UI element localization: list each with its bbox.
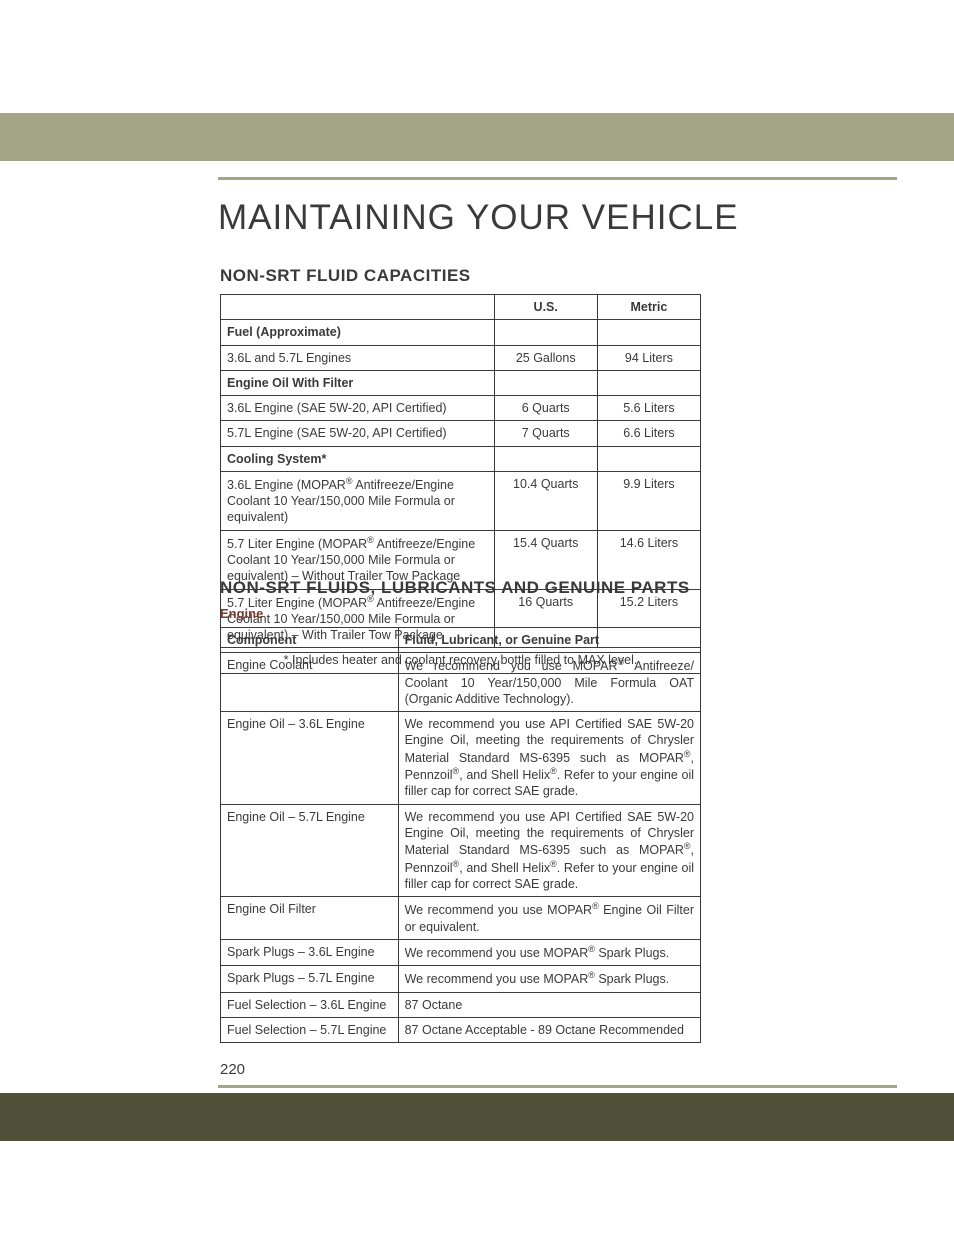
cell-empty xyxy=(494,370,597,395)
footer-color-bar xyxy=(0,1093,954,1141)
cell-part: 87 Octane Acceptable - 89 Octane Recomme… xyxy=(398,1018,700,1043)
cell-component: Spark Plugs – 3.6L Engine xyxy=(221,939,399,965)
fluids-subheading: Engine xyxy=(220,606,701,621)
row-header: Cooling System* xyxy=(221,446,495,471)
cell-metric: 94 Liters xyxy=(597,345,700,370)
table-row: Fuel Selection – 5.7L Engine87 Octane Ac… xyxy=(221,1018,701,1043)
cell-us: 6 Quarts xyxy=(494,396,597,421)
cell-empty xyxy=(597,370,700,395)
col-metric: Metric xyxy=(597,295,700,320)
header-color-bar xyxy=(0,113,954,161)
table-header-row: Component Fluid, Lubricant, or Genuine P… xyxy=(221,628,701,653)
row-header: Engine Oil With Filter xyxy=(221,370,495,395)
table-row: Engine CoolantWe recommend you use MOPAR… xyxy=(221,653,701,712)
table-row: Fuel Selection – 3.6L Engine87 Octane xyxy=(221,992,701,1017)
col-part: Fluid, Lubricant, or Genuine Part xyxy=(398,628,700,653)
table-row: Spark Plugs – 3.6L EngineWe recommend yo… xyxy=(221,939,701,965)
cell-part: We recommend you use MOPAR® Antifreeze/ … xyxy=(398,653,700,712)
col-blank xyxy=(221,295,495,320)
page-number: 220 xyxy=(220,1061,245,1078)
cell-part: We recommend you use API Certified SAE 5… xyxy=(398,712,700,805)
cell-component: Engine Oil Filter xyxy=(221,897,399,940)
cell-label: 3.6L Engine (SAE 5W-20, API Certified) xyxy=(221,396,495,421)
cell-metric: 6.6 Liters xyxy=(597,421,700,446)
col-component: Component xyxy=(221,628,399,653)
table-row: 3.6L Engine (SAE 5W-20, API Certified)6 … xyxy=(221,396,701,421)
col-us: U.S. xyxy=(494,295,597,320)
cell-empty xyxy=(597,320,700,345)
table-header-row: U.S. Metric xyxy=(221,295,701,320)
cell-component: Fuel Selection – 3.6L Engine xyxy=(221,992,399,1017)
fluids-heading: NON-SRT FLUIDS, LUBRICANTS AND GENUINE P… xyxy=(220,578,701,598)
footer-rule xyxy=(218,1085,897,1088)
cell-label: 3.6L and 5.7L Engines xyxy=(221,345,495,370)
table-row: Cooling System* xyxy=(221,446,701,471)
cell-metric: 5.6 Liters xyxy=(597,396,700,421)
table-row: 5.7L Engine (SAE 5W-20, API Certified)7 … xyxy=(221,421,701,446)
fluids-table: Component Fluid, Lubricant, or Genuine P… xyxy=(220,627,701,1043)
cell-part: We recommend you use API Certified SAE 5… xyxy=(398,804,700,897)
table-row: 3.6L Engine (MOPAR® Antifreeze/Engine Co… xyxy=(221,471,701,530)
cell-component: Spark Plugs – 5.7L Engine xyxy=(221,966,399,992)
cell-part: We recommend you use MOPAR® Spark Plugs. xyxy=(398,939,700,965)
table-row: Engine Oil With Filter xyxy=(221,370,701,395)
table-row: 3.6L and 5.7L Engines25 Gallons94 Liters xyxy=(221,345,701,370)
cell-metric: 9.9 Liters xyxy=(597,471,700,530)
cell-empty xyxy=(494,320,597,345)
cell-label: 5.7L Engine (SAE 5W-20, API Certified) xyxy=(221,421,495,446)
cell-label: 3.6L Engine (MOPAR® Antifreeze/Engine Co… xyxy=(221,471,495,530)
cell-us: 10.4 Quarts xyxy=(494,471,597,530)
cell-empty xyxy=(597,446,700,471)
cell-us: 7 Quarts xyxy=(494,421,597,446)
page-title: MAINTAINING YOUR VEHICLE xyxy=(218,198,739,238)
header-rule xyxy=(218,177,897,180)
cell-part: 87 Octane xyxy=(398,992,700,1017)
cell-empty xyxy=(494,446,597,471)
fluids-section: NON-SRT FLUIDS, LUBRICANTS AND GENUINE P… xyxy=(220,578,701,1043)
table-row: Engine Oil – 3.6L EngineWe recommend you… xyxy=(221,712,701,805)
table-row: Engine Oil – 5.7L EngineWe recommend you… xyxy=(221,804,701,897)
cell-part: We recommend you use MOPAR® Spark Plugs. xyxy=(398,966,700,992)
cell-component: Engine Coolant xyxy=(221,653,399,712)
cell-us: 25 Gallons xyxy=(494,345,597,370)
cell-part: We recommend you use MOPAR® Engine Oil F… xyxy=(398,897,700,940)
table-row: Spark Plugs – 5.7L EngineWe recommend yo… xyxy=(221,966,701,992)
table-row: Fuel (Approximate) xyxy=(221,320,701,345)
cell-component: Fuel Selection – 5.7L Engine xyxy=(221,1018,399,1043)
row-header: Fuel (Approximate) xyxy=(221,320,495,345)
cell-component: Engine Oil – 3.6L Engine xyxy=(221,712,399,805)
cell-component: Engine Oil – 5.7L Engine xyxy=(221,804,399,897)
capacities-heading: NON-SRT FLUID CAPACITIES xyxy=(220,266,701,286)
table-row: Engine Oil FilterWe recommend you use MO… xyxy=(221,897,701,940)
